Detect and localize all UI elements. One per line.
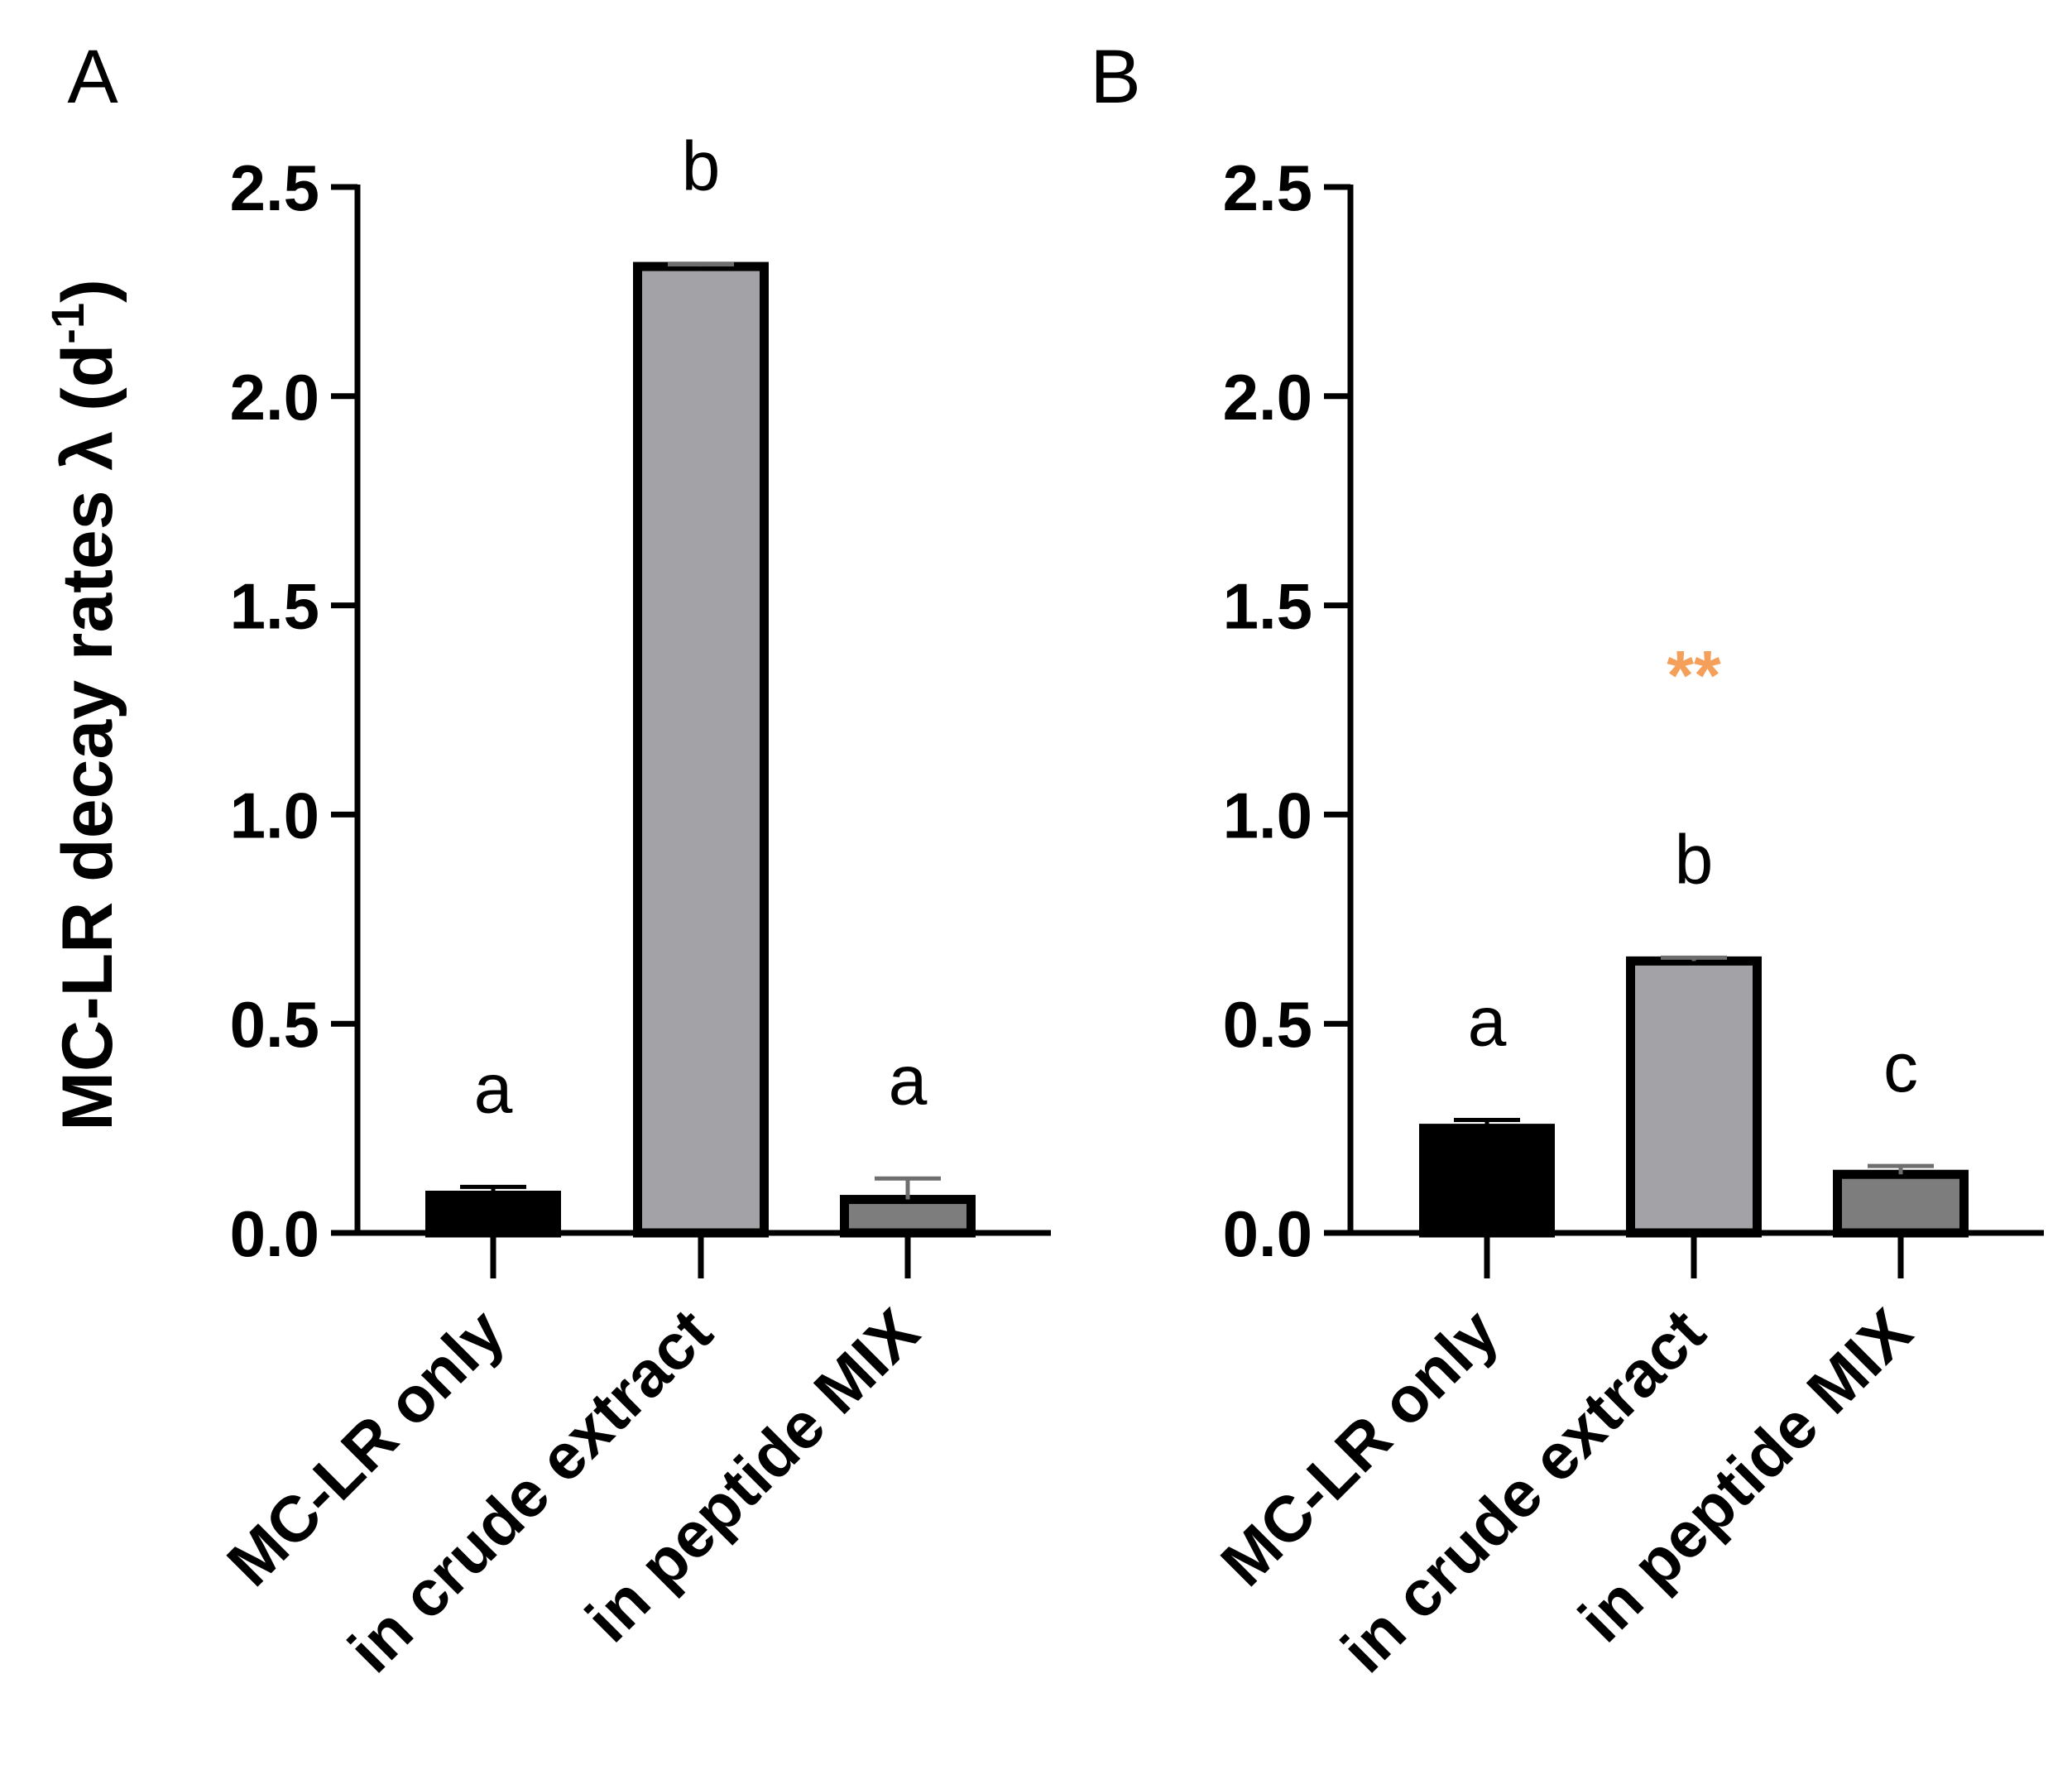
y-tick-label: 2.0 xyxy=(1223,361,1312,434)
y-axis-label: MC-LR decay rates λ (d-1) xyxy=(41,279,127,1130)
y-tick-label: 1.0 xyxy=(230,779,319,851)
significance-label: a xyxy=(1468,982,1507,1060)
y-tick-label: 2.5 xyxy=(1223,151,1312,224)
y-tick-label: 1.0 xyxy=(1223,779,1312,851)
y-tick-label: 1.5 xyxy=(230,570,319,643)
bar xyxy=(425,1190,561,1238)
y-axis-label-superscript: -1 xyxy=(41,303,94,344)
y-tick-label: 0.0 xyxy=(230,1197,319,1270)
y-tick-label: 0.5 xyxy=(1223,988,1312,1061)
y-tick-label: 0.0 xyxy=(1223,1197,1312,1270)
y-tick-label: 2.0 xyxy=(230,361,319,434)
y-axis-label-main: MC-LR decay rates λ (d xyxy=(48,344,127,1131)
panel-letter: B xyxy=(1090,35,1140,119)
bar xyxy=(840,1195,976,1238)
x-tick-label: in crude extract xyxy=(334,1295,726,1686)
significance-label: a xyxy=(889,1041,928,1119)
bar xyxy=(1833,1169,1969,1238)
y-axis-label-end: ) xyxy=(48,279,127,303)
significance-label: b xyxy=(682,127,721,205)
significance-stars: ** xyxy=(1667,636,1721,714)
bar xyxy=(1419,1124,1555,1238)
y-tick-label: 0.5 xyxy=(230,988,319,1061)
panel-letter: A xyxy=(67,35,118,119)
significance-label: c xyxy=(1883,1029,1918,1106)
y-tick-label: 1.5 xyxy=(1223,570,1312,643)
significance-label: a xyxy=(474,1049,513,1127)
bar xyxy=(1626,956,1762,1238)
y-tick-label: 2.5 xyxy=(230,151,319,224)
bar xyxy=(633,261,769,1238)
significance-label: b xyxy=(1675,820,1714,898)
x-tick-label: in crude extract xyxy=(1327,1295,1719,1686)
